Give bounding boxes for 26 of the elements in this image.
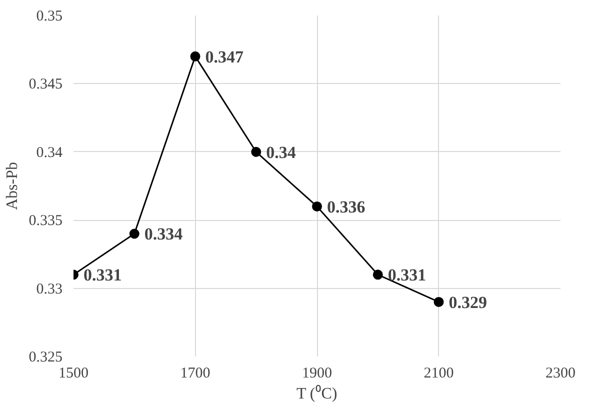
y-tick-label: 0.345 <box>28 76 62 93</box>
data-label: 0.347 <box>205 47 244 66</box>
y-tick-label: 0.33 <box>36 281 62 298</box>
data-label: 0.331 <box>84 266 122 285</box>
point <box>190 51 200 62</box>
point <box>251 146 262 157</box>
x-axis-title: T (⁰C) <box>296 384 338 402</box>
x-tick-label: 2300 <box>546 366 576 382</box>
y-tick-label: 0.34 <box>36 144 63 161</box>
y-tick-label: 0.325 <box>28 350 62 366</box>
point <box>434 296 444 307</box>
data-label: 0.336 <box>327 197 366 216</box>
x-tick-label: 1900 <box>302 366 332 382</box>
data-label: 0.34 <box>266 142 296 162</box>
point <box>312 201 322 212</box>
y-tick-label: 0.35 <box>36 8 62 24</box>
x-tick-label: 2100 <box>424 366 454 382</box>
point <box>372 270 383 280</box>
point <box>129 228 140 239</box>
data-label: 0.331 <box>388 266 426 285</box>
x-tick-label: 1500 <box>58 366 88 382</box>
data-label: 0.334 <box>144 224 184 244</box>
y-axis-title: Abs-Pb <box>4 162 21 210</box>
x-tick-label: 1700 <box>180 366 210 382</box>
data-label: 0.329 <box>448 292 487 312</box>
y-tick-label: 0.335 <box>28 213 62 230</box>
